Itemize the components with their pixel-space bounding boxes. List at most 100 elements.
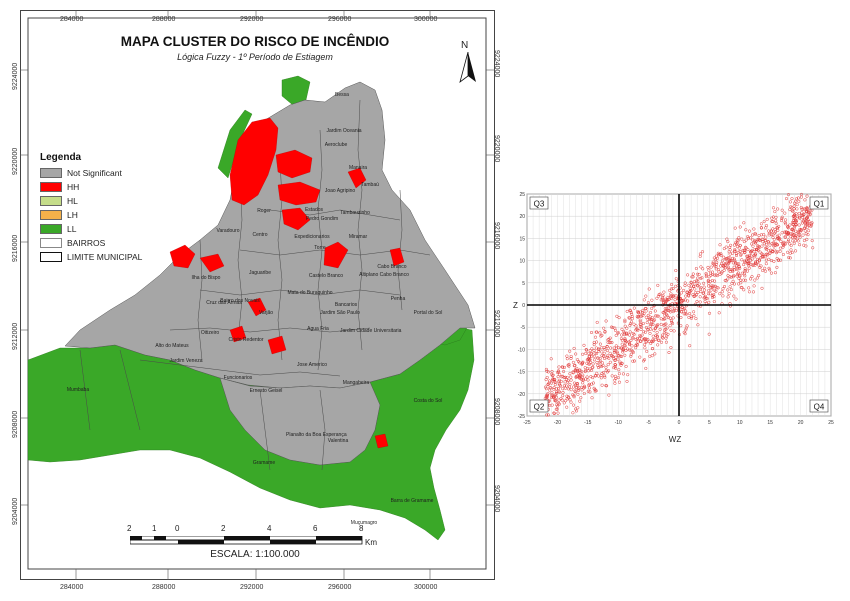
scatter-point	[624, 339, 628, 343]
scatter-point	[599, 334, 603, 338]
scatter-point	[698, 300, 702, 304]
scatter-point	[758, 245, 762, 249]
scatter-point	[722, 255, 726, 259]
scatter-point	[620, 327, 624, 331]
scatter-point	[797, 215, 801, 219]
scatter-point	[578, 368, 582, 372]
scatter-point	[593, 374, 597, 378]
scatter-point	[736, 267, 740, 271]
x-tick-label: 25	[828, 420, 834, 426]
scatter-point	[751, 244, 755, 248]
scatter-point	[750, 275, 754, 279]
scatter-point	[753, 261, 757, 265]
legend-label: HL	[67, 196, 78, 206]
scatter-point	[789, 232, 793, 236]
scatter-point	[668, 308, 673, 312]
scatter-point	[688, 344, 692, 348]
scatter-point	[579, 396, 583, 400]
scatter-point	[699, 289, 703, 294]
scatter-point	[772, 241, 776, 245]
scatter-point	[679, 310, 683, 314]
scatter-point	[731, 261, 735, 265]
scatter-point	[590, 382, 594, 386]
scatter-point	[685, 324, 689, 328]
scatter-point	[585, 375, 589, 379]
scatter-point	[648, 354, 652, 358]
scatter-point	[769, 248, 773, 252]
scatter-point	[773, 230, 778, 234]
coord-right-5: 9208000	[493, 398, 500, 426]
bairro-label: Varjão	[258, 310, 274, 316]
scatter-point	[543, 385, 548, 389]
scatter-point	[558, 378, 562, 382]
scatter-point	[764, 247, 769, 251]
scatter-point	[748, 277, 753, 281]
scatter-point	[589, 375, 593, 379]
scatter-point	[805, 225, 809, 229]
scatter-point	[651, 347, 655, 351]
scatter-point	[791, 227, 795, 232]
scatter-point	[689, 288, 693, 293]
scatter-point	[635, 315, 639, 319]
map-panel: 284000 288000 292000 296000 300000 28400…	[12, 10, 500, 591]
scatter-point	[618, 360, 622, 364]
scatter-point	[721, 294, 725, 298]
scatter-point	[608, 341, 612, 345]
scatter-point	[666, 332, 670, 336]
scatter-point	[586, 357, 590, 361]
scatter-point	[644, 340, 648, 344]
legend-label: BAIRROS	[67, 238, 106, 248]
scatter-point	[729, 275, 733, 279]
scatter-point	[589, 330, 594, 335]
scatter-point	[796, 230, 801, 234]
scatter-point	[573, 363, 577, 367]
scatter-point	[610, 374, 614, 378]
scatter-point	[736, 250, 740, 254]
scatter-point	[806, 222, 810, 226]
scatter-point	[710, 295, 715, 300]
scatter-point	[807, 229, 811, 233]
scatter-point	[757, 237, 761, 241]
scatter-point	[721, 264, 726, 268]
scatter-point	[661, 295, 665, 299]
scatter-point	[686, 273, 690, 277]
scatter-point	[662, 290, 666, 294]
bairro-label: Gramame	[252, 460, 276, 466]
scatter-point	[746, 260, 750, 264]
scatter-point	[744, 228, 748, 232]
scatter-point	[582, 343, 586, 347]
scale-number: 0	[175, 524, 180, 533]
scatter-point	[544, 367, 548, 371]
scatter-point	[752, 227, 756, 231]
scatter-point	[573, 390, 578, 394]
scatter-point	[671, 286, 675, 291]
scatter-point	[672, 329, 676, 333]
scatter-point	[747, 255, 751, 260]
scatter-point	[692, 294, 696, 298]
x-tick-label: -10	[615, 420, 622, 426]
scatter-point	[651, 322, 655, 327]
scatter-point	[587, 362, 591, 366]
scatter-point	[632, 322, 636, 326]
scatter-point	[592, 386, 596, 390]
scatter-point	[744, 278, 748, 282]
scatter-point	[655, 324, 659, 329]
scatter-point	[615, 350, 619, 354]
scatter-point	[732, 243, 736, 247]
quadrant-q2: Q2	[529, 399, 549, 413]
scatter-point	[732, 268, 736, 272]
scatter-point	[750, 242, 754, 246]
scatter-point	[591, 365, 595, 369]
map-title: MAPA CLUSTER DO RISCO DE INCÊNDIO	[120, 34, 390, 49]
scatter-point	[740, 286, 744, 290]
scatter-point	[779, 219, 784, 223]
scatter-point	[589, 360, 593, 364]
scatter-point	[740, 237, 744, 241]
scatter-point	[546, 370, 550, 374]
scatter-point	[694, 266, 698, 271]
map-subtitle: Lógica Fuzzy - 1º Período de Estiagem	[177, 52, 333, 62]
scatter-point	[781, 252, 785, 257]
scatter-point	[565, 357, 569, 361]
scatter-point	[549, 372, 554, 376]
scatter-point	[578, 399, 582, 403]
